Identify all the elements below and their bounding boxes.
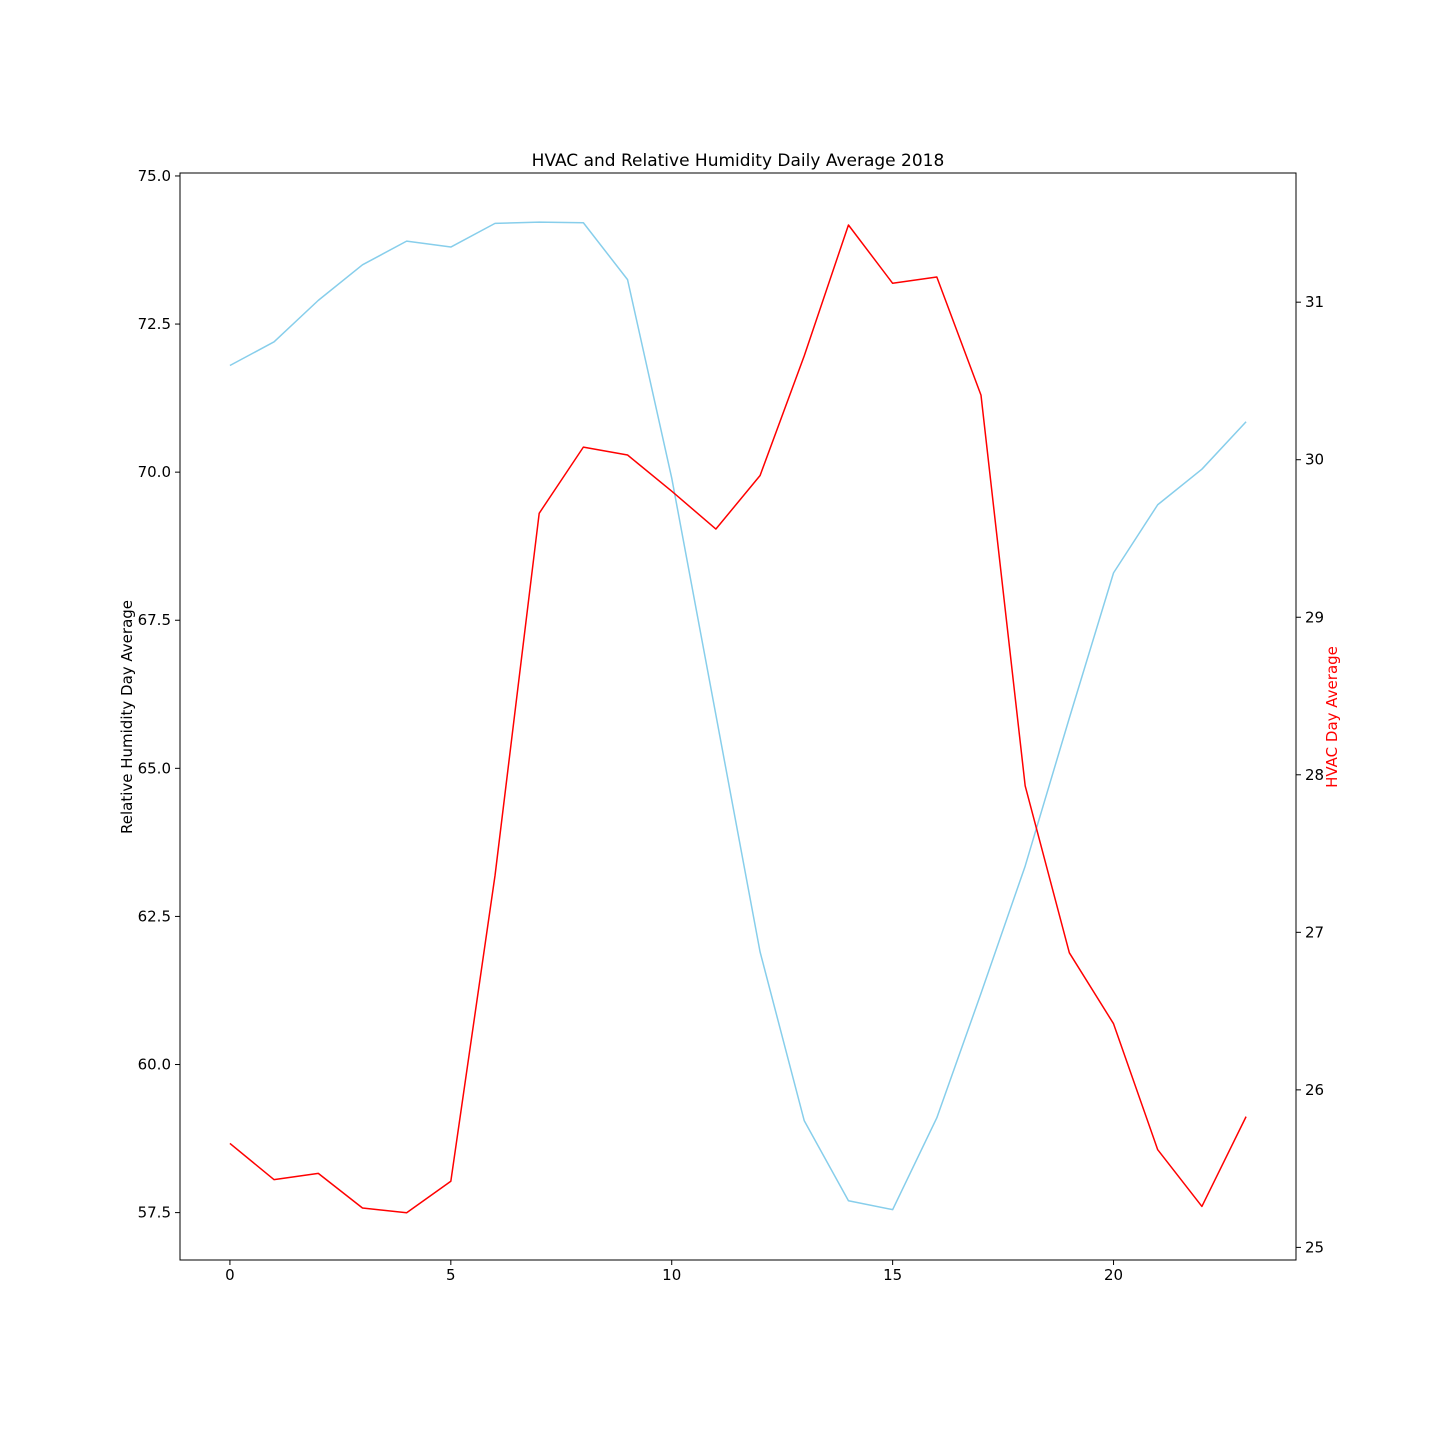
x-axis: 0 5 10 15 20 bbox=[225, 1260, 1123, 1284]
chart-title: HVAC and Relative Humidity Daily Average… bbox=[532, 151, 945, 171]
right-y-tick-label: 30 bbox=[1305, 451, 1324, 469]
left-y-axis: 57.5 60.0 62.5 65.0 67.5 70.0 72.5 75.0 bbox=[138, 167, 180, 1222]
left-y-tick-label: 67.5 bbox=[138, 611, 171, 629]
left-y-tick-label: 62.5 bbox=[138, 907, 171, 925]
left-y-tick-label: 60.0 bbox=[138, 1056, 171, 1074]
left-y-tick-label: 70.0 bbox=[138, 463, 171, 481]
x-tick-label: 5 bbox=[446, 1266, 456, 1284]
humidity-series-line bbox=[229, 221, 1247, 1211]
right-y-tick-label: 31 bbox=[1305, 293, 1324, 311]
right-y-axis-label: HVAC Day Average bbox=[1323, 646, 1341, 788]
x-tick-label: 20 bbox=[1104, 1266, 1123, 1284]
right-y-tick-label: 25 bbox=[1305, 1238, 1324, 1256]
right-y-tick-label: 29 bbox=[1305, 608, 1324, 626]
left-y-axis-label: Relative Humidity Day Average bbox=[118, 600, 136, 834]
x-tick-label: 15 bbox=[883, 1266, 902, 1284]
left-y-tick-label: 57.5 bbox=[138, 1204, 171, 1222]
right-y-tick-label: 28 bbox=[1305, 766, 1324, 784]
left-y-tick-label: 75.0 bbox=[138, 167, 171, 185]
right-y-tick-label: 26 bbox=[1305, 1081, 1324, 1099]
series-layer bbox=[229, 221, 1247, 1214]
left-y-tick-label: 65.0 bbox=[138, 759, 171, 777]
right-y-axis: 25 26 27 28 29 30 31 bbox=[1296, 293, 1324, 1256]
hvac-series-line bbox=[229, 224, 1247, 1214]
left-y-tick-label: 72.5 bbox=[138, 315, 171, 333]
x-tick-label: 10 bbox=[662, 1266, 681, 1284]
plot-frame bbox=[179, 172, 1297, 1261]
plot-area bbox=[179, 172, 1297, 1261]
x-tick-label: 0 bbox=[225, 1266, 235, 1284]
right-y-tick-label: 27 bbox=[1305, 923, 1324, 941]
